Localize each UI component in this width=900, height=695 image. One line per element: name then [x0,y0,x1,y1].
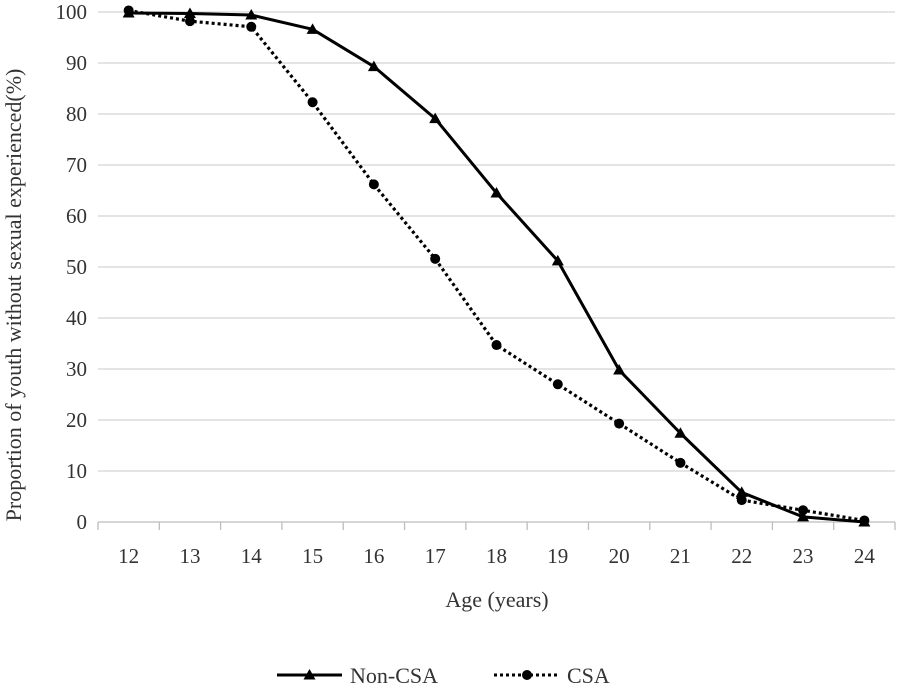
legend-label-csa: CSA [567,663,610,688]
data-point-non-csa-21 [674,427,687,438]
data-point-csa-19 [552,379,563,390]
data-point-csa-14 [246,21,257,32]
y-tick-label-70: 70 [66,153,87,177]
x-tick-label-17: 17 [425,544,446,568]
y-axis: 0 10 20 30 40 50 60 70 80 90 100 [56,0,88,534]
y-tick-label-100: 100 [56,0,88,24]
x-tick-label-19: 19 [547,544,568,568]
data-point-csa-20 [614,418,625,429]
x-tick-label-21: 21 [670,544,691,568]
legend-item-csa: CSA [494,663,610,688]
y-tick-label-50: 50 [66,255,87,279]
x-tick-label-20: 20 [609,544,630,568]
x-tick-label-15: 15 [302,544,323,568]
y-tick-label-0: 0 [77,510,88,534]
x-tick-label-23: 23 [793,544,814,568]
data-point-non-csa-22 [735,486,748,497]
data-point-non-csa-18 [490,187,503,198]
data-point-csa-21 [675,457,686,468]
data-point-csa-18 [491,340,502,351]
x-tick-label-18: 18 [486,544,507,568]
data-point-csa-17 [430,253,441,264]
x-tick-label-14: 14 [241,544,263,568]
data-point-non-csa-17 [429,112,442,124]
data-point-non-csa-15 [306,23,319,34]
y-tick-label-90: 90 [66,51,87,75]
y-tick-label-80: 80 [66,102,87,126]
legend-marker-csa [522,670,532,680]
data-point-csa-23 [798,505,809,516]
data-point-csa-24 [859,515,870,526]
data-point-csa-16 [368,179,379,190]
data-point-non-csa-16 [367,60,380,72]
series-csa [123,5,870,526]
legend-label-non-csa: Non-CSA [350,663,438,688]
data-point-csa-15 [307,97,318,108]
legend-marker-non-csa [303,669,316,680]
data-point-non-csa-23 [797,510,810,522]
data-point-non-csa-20 [613,364,626,375]
y-axis-title: Proportion of youth without sexual exper… [1,69,26,522]
y-tick-label-40: 40 [66,306,87,330]
x-tick-label-22: 22 [731,544,752,568]
x-tick-label-13: 13 [179,544,200,568]
series-group [122,5,871,527]
data-point-non-csa-19 [551,254,564,266]
data-point-csa-13 [184,16,195,27]
y-tick-label-20: 20 [66,408,87,432]
data-point-csa-22 [736,495,747,506]
data-point-non-csa-13 [183,7,196,19]
legend-item-non-csa: Non-CSA [277,663,438,688]
gridlines [98,11,895,472]
y-tick-label-10: 10 [66,459,87,483]
series-line-csa [128,8,865,523]
x-axis: 12 13 14 15 16 17 18 19 20 21 22 23 24 [97,521,896,568]
x-tick-label-24: 24 [854,544,876,568]
y-tick-label-60: 60 [66,204,87,228]
x-axis-title: Age (years) [445,587,548,612]
y-tick-label-30: 30 [66,357,87,381]
x-tick-label-12: 12 [118,544,139,568]
legend: Non-CSA CSA [277,663,610,688]
data-point-non-csa-14 [245,9,258,20]
data-point-csa-12 [123,5,134,16]
x-tick-label-16: 16 [363,544,384,568]
